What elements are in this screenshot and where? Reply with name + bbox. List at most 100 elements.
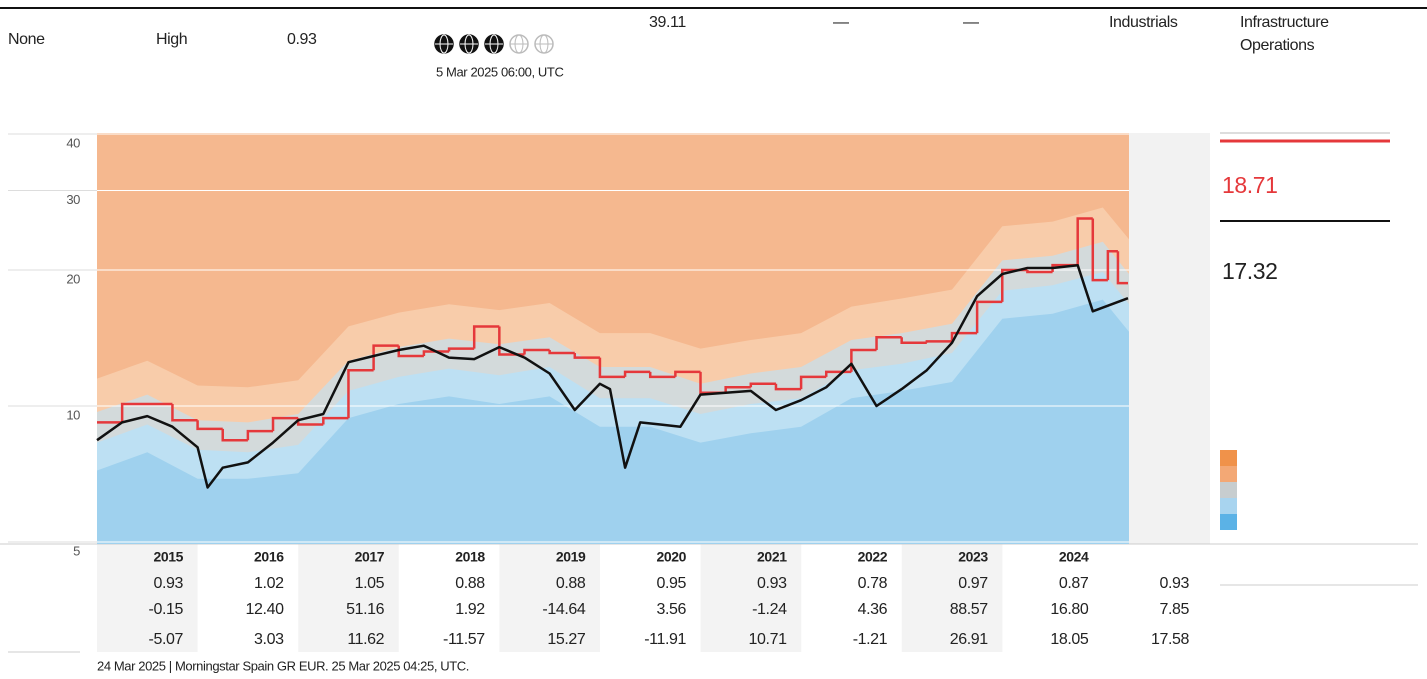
year-header: 2018 [455, 549, 485, 565]
fair-value-step [447, 347, 475, 352]
fair-value-step [523, 348, 550, 355]
table-cell: 15.27 [547, 631, 586, 648]
rating-globe [484, 34, 504, 54]
table-cell: 0.88 [455, 575, 485, 592]
forecast-area [1129, 133, 1210, 544]
fair-value-step [774, 383, 802, 391]
rating-date: 5 Mar 2025 06:00, UTC [436, 64, 563, 79]
fair-value-step [1106, 250, 1118, 281]
header-cell: None [8, 31, 45, 48]
table-cell: 18.05 [1050, 631, 1089, 648]
table-cell: -11.57 [443, 631, 485, 648]
table-cell: 51.16 [346, 601, 385, 618]
year-header: 2017 [355, 549, 385, 565]
fair-value-step [271, 416, 299, 432]
sector: Operations [1240, 37, 1315, 54]
year-header: 2016 [254, 549, 284, 565]
table-cell: -11.91 [644, 631, 686, 648]
fair-value-step [422, 350, 450, 357]
plot [97, 133, 1129, 544]
legend-swatch [1220, 482, 1237, 498]
rating-globe [534, 34, 554, 54]
table-cell: 17.58 [1151, 631, 1190, 648]
table-cell: 7.85 [1159, 601, 1189, 618]
table-cell: 0.93 [153, 575, 183, 592]
year-header: 2020 [656, 549, 686, 565]
table-cell: 4.36 [858, 601, 888, 618]
y-tick-label: 40 [66, 135, 80, 150]
table-cell: -1.24 [752, 601, 787, 618]
table-cell: -1.21 [853, 631, 888, 648]
legend-swatch [1220, 466, 1237, 482]
fair-value-step [548, 350, 575, 355]
year-header: 2023 [958, 549, 988, 565]
header-cell: 39.11 [649, 14, 686, 31]
legend-swatch [1220, 450, 1237, 466]
fair-value-step [120, 402, 173, 423]
table-cell: 0.95 [656, 575, 686, 592]
fair-value-step [598, 357, 626, 379]
fair-value-step [875, 335, 902, 351]
fair-value-step [171, 404, 198, 422]
y-tick-label: 20 [66, 271, 80, 286]
table-cell: 0.93 [757, 575, 787, 592]
price: 17.32 [1222, 258, 1278, 284]
fair-value-step [674, 370, 701, 377]
table-cell: 1.05 [355, 575, 385, 592]
table-cell: 0.93 [1159, 575, 1189, 592]
table-cell: -0.15 [149, 601, 184, 618]
year-header: 2015 [153, 549, 183, 565]
header-cell: — [963, 14, 979, 31]
fair-value-step [1076, 217, 1093, 266]
legend-swatch [1220, 514, 1237, 530]
fair-value-step [347, 368, 374, 419]
fair-value-step [925, 340, 952, 343]
year-header: 2024 [1059, 549, 1089, 565]
fair-value-step [372, 344, 399, 371]
table-cell: -14.64 [542, 601, 585, 618]
y-tick-label: 30 [66, 192, 80, 207]
fair-value-step [1091, 218, 1108, 282]
header-cell: High [156, 31, 187, 48]
header-cell: — [833, 14, 849, 31]
column-shade [298, 544, 399, 652]
header-cell: Industrials [1109, 14, 1178, 31]
fair-value-step [799, 375, 827, 390]
table-cell: 88.57 [950, 601, 989, 618]
table-cell: 10.71 [749, 631, 788, 648]
fair-value-step [1116, 251, 1128, 285]
fair-value-step [322, 416, 349, 425]
fair-value-step [1026, 270, 1053, 274]
fair-value-step [749, 382, 776, 388]
table-cell: 1.92 [455, 601, 485, 618]
fair-value-step [246, 429, 274, 441]
table-cell: 3.03 [254, 631, 284, 648]
fair-value-step [975, 300, 1003, 334]
fair-value-step [950, 331, 978, 342]
table-cell: 3.56 [656, 601, 686, 618]
fair-value-step [472, 325, 500, 349]
table-cell: 0.88 [556, 575, 586, 592]
fair-value-step [900, 337, 927, 345]
y-tick-label: 5 [73, 543, 80, 558]
rating-globe [509, 34, 529, 54]
table-cell: 26.91 [950, 631, 989, 648]
footer: 24 Mar 2025 | Morningstar Spain GR EUR. … [97, 658, 469, 673]
fair-value-step [196, 420, 223, 431]
column-shade [499, 544, 600, 652]
fair-value-step [648, 371, 676, 379]
valuation-band [97, 299, 1129, 544]
table-cell: 12.40 [246, 601, 285, 618]
price-line [96, 263, 1129, 489]
y-tick-label: 10 [66, 407, 80, 422]
table-cell: 0.97 [958, 575, 988, 592]
column-shade [97, 544, 198, 652]
rating-globe [434, 34, 454, 54]
table-cell: 0.78 [858, 575, 888, 592]
sector: Infrastructure [1240, 14, 1329, 31]
year-header: 2022 [858, 549, 888, 565]
year-header: 2019 [556, 549, 586, 565]
fair-value-step [623, 370, 651, 377]
table-cell: 1.02 [254, 575, 284, 592]
